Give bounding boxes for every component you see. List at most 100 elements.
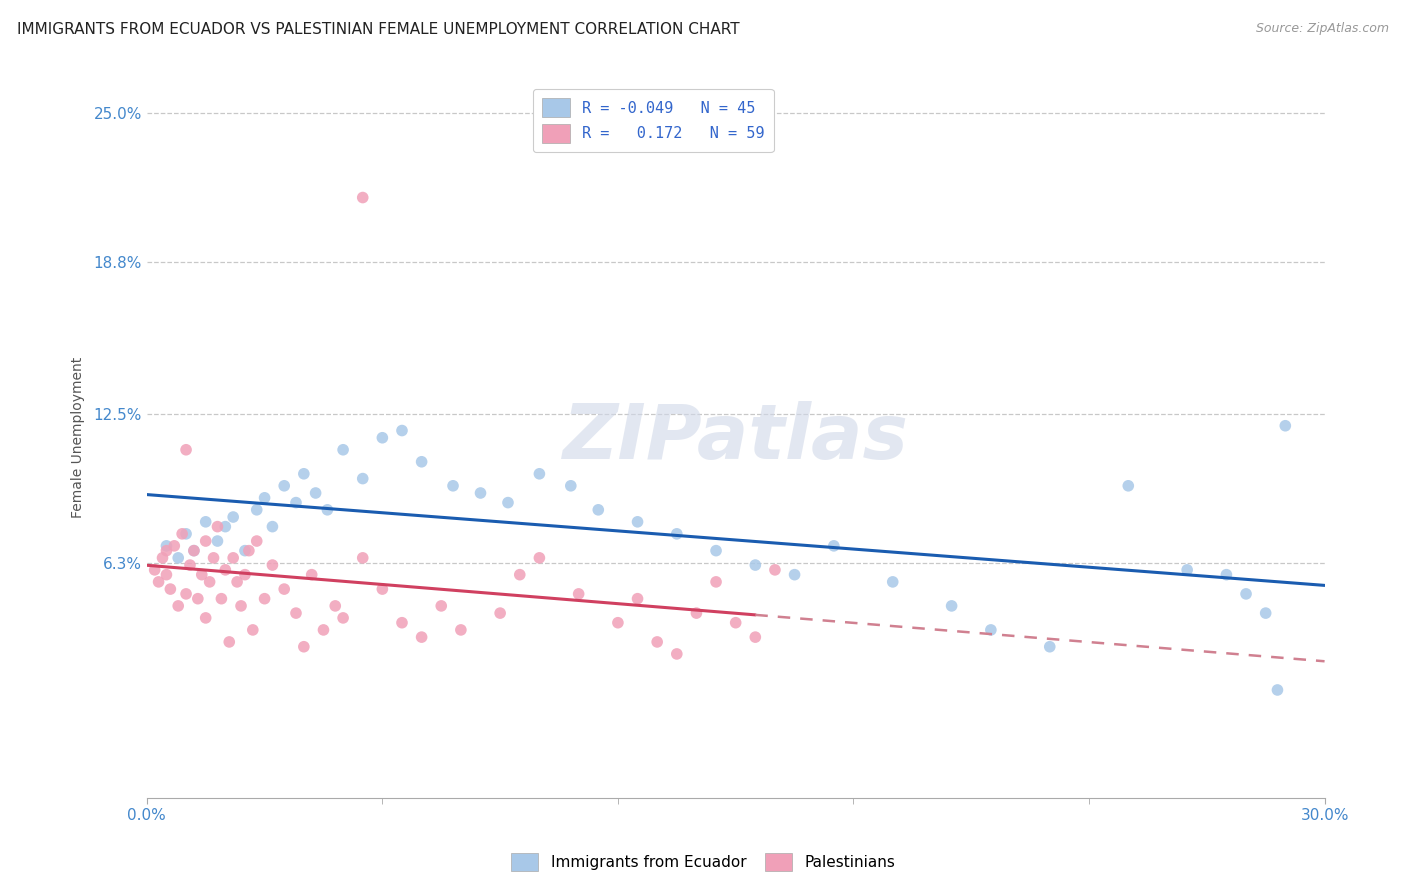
Point xyxy=(685,606,707,620)
Point xyxy=(292,640,315,654)
Legend: R = -0.049   N = 45, R =   0.172   N = 59: R = -0.049 N = 45, R = 0.172 N = 59 xyxy=(533,88,773,153)
Point xyxy=(214,563,236,577)
Point xyxy=(312,623,335,637)
Point xyxy=(194,534,217,549)
Point xyxy=(159,582,181,596)
Point xyxy=(496,495,519,509)
Point xyxy=(665,647,688,661)
Point xyxy=(941,599,963,613)
Point xyxy=(1234,587,1257,601)
Point xyxy=(470,486,492,500)
Point xyxy=(332,611,354,625)
Point xyxy=(1267,683,1289,698)
Point xyxy=(1116,479,1139,493)
Point xyxy=(529,467,551,481)
Point xyxy=(645,635,668,649)
Point xyxy=(198,574,221,589)
Point xyxy=(411,630,433,644)
Point xyxy=(253,491,276,505)
Point xyxy=(783,567,806,582)
Point xyxy=(226,574,249,589)
Point xyxy=(1274,418,1296,433)
Point xyxy=(529,550,551,565)
Point xyxy=(262,519,284,533)
Point xyxy=(626,591,648,606)
Point xyxy=(202,550,225,565)
Point xyxy=(704,543,727,558)
Point xyxy=(1175,563,1198,577)
Point xyxy=(489,606,512,620)
Point xyxy=(183,543,205,558)
Point xyxy=(301,567,323,582)
Point xyxy=(174,442,197,457)
Legend: Immigrants from Ecuador, Palestinians: Immigrants from Ecuador, Palestinians xyxy=(505,847,901,877)
Point xyxy=(183,543,205,558)
Point xyxy=(588,503,610,517)
Point xyxy=(194,611,217,625)
Point xyxy=(606,615,628,630)
Point xyxy=(174,587,197,601)
Point xyxy=(246,534,269,549)
Point xyxy=(332,442,354,457)
Point xyxy=(233,567,256,582)
Point xyxy=(222,550,245,565)
Point xyxy=(229,599,252,613)
Point xyxy=(246,503,269,517)
Point xyxy=(763,563,786,577)
Point xyxy=(665,526,688,541)
Point xyxy=(152,550,174,565)
Point xyxy=(233,543,256,558)
Point xyxy=(304,486,326,500)
Point xyxy=(273,582,295,596)
Point xyxy=(352,472,374,486)
Point xyxy=(704,574,727,589)
Point xyxy=(191,567,214,582)
Point xyxy=(285,495,308,509)
Text: Source: ZipAtlas.com: Source: ZipAtlas.com xyxy=(1256,22,1389,36)
Point xyxy=(568,587,591,601)
Point xyxy=(626,515,648,529)
Point xyxy=(172,526,194,541)
Point xyxy=(222,510,245,524)
Point xyxy=(391,615,413,630)
Point xyxy=(430,599,453,613)
Point xyxy=(167,599,190,613)
Point xyxy=(214,519,236,533)
Point xyxy=(450,623,472,637)
Point xyxy=(253,591,276,606)
Point xyxy=(292,467,315,481)
Point xyxy=(352,550,374,565)
Point xyxy=(155,567,177,582)
Point xyxy=(744,558,766,572)
Point xyxy=(441,479,464,493)
Text: IMMIGRANTS FROM ECUADOR VS PALESTINIAN FEMALE UNEMPLOYMENT CORRELATION CHART: IMMIGRANTS FROM ECUADOR VS PALESTINIAN F… xyxy=(17,22,740,37)
Point xyxy=(744,630,766,644)
Point xyxy=(509,567,531,582)
Point xyxy=(262,558,284,572)
Point xyxy=(560,479,582,493)
Point xyxy=(352,190,374,204)
Point xyxy=(980,623,1002,637)
Point xyxy=(218,635,240,649)
Point xyxy=(163,539,186,553)
Point xyxy=(371,582,394,596)
Point xyxy=(391,424,413,438)
Point xyxy=(823,539,845,553)
Point xyxy=(882,574,904,589)
Point xyxy=(1215,567,1237,582)
Point xyxy=(316,503,339,517)
Point xyxy=(273,479,295,493)
Point xyxy=(285,606,308,620)
Point xyxy=(1254,606,1277,620)
Point xyxy=(174,526,197,541)
Point xyxy=(242,623,264,637)
Point xyxy=(207,519,229,533)
Point xyxy=(207,534,229,549)
Point xyxy=(179,558,201,572)
Point xyxy=(155,539,177,553)
Point xyxy=(371,431,394,445)
Point xyxy=(724,615,747,630)
Y-axis label: Female Unemployment: Female Unemployment xyxy=(72,357,86,518)
Point xyxy=(148,574,170,589)
Point xyxy=(194,515,217,529)
